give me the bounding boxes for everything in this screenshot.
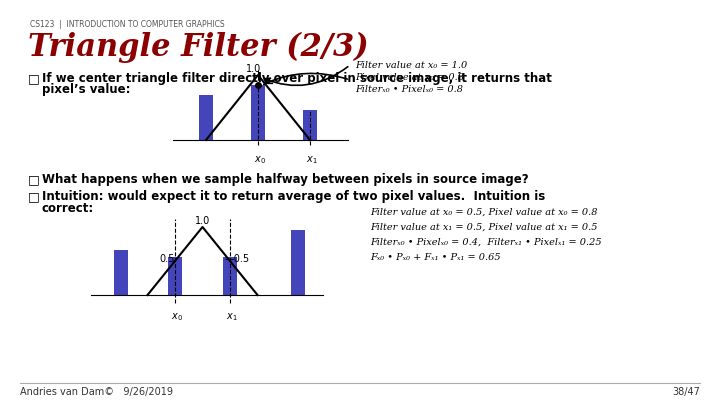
- Text: —0.5: —0.5: [225, 254, 250, 264]
- Text: If we center triangle filter directly over pixel in source image, it returns tha: If we center triangle filter directly ov…: [42, 72, 552, 85]
- Text: What happens when we sample halfway between pixels in source image?: What happens when we sample halfway betw…: [42, 173, 528, 186]
- Text: $x_0$: $x_0$: [254, 154, 266, 166]
- Text: correct:: correct:: [42, 202, 94, 215]
- Text: pixel’s value:: pixel’s value:: [42, 83, 130, 96]
- FancyBboxPatch shape: [114, 250, 127, 295]
- Text: □: □: [28, 72, 40, 85]
- Text: 1.0: 1.0: [194, 216, 210, 226]
- FancyBboxPatch shape: [223, 257, 237, 295]
- Text: $x_0$: $x_0$: [171, 311, 183, 323]
- Text: Filterₓ₀ • Pixelₓ₀ = 0.8: Filterₓ₀ • Pixelₓ₀ = 0.8: [355, 85, 463, 94]
- Text: 0.5: 0.5: [160, 254, 175, 264]
- FancyBboxPatch shape: [251, 85, 265, 140]
- Text: 38/47: 38/47: [672, 387, 700, 397]
- Text: Filter value at x₀ = 1.0: Filter value at x₀ = 1.0: [355, 61, 467, 70]
- Text: CS123  |  INTRODUCTION TO COMPUTER GRAPHICS: CS123 | INTRODUCTION TO COMPUTER GRAPHIC…: [30, 20, 225, 29]
- Text: Triangle Filter (2/3): Triangle Filter (2/3): [28, 32, 369, 63]
- Text: Fₓ₀ • Pₓ₀ + Fₓ₁ • Pₓ₁ = 0.65: Fₓ₀ • Pₓ₀ + Fₓ₁ • Pₓ₁ = 0.65: [370, 253, 500, 262]
- FancyBboxPatch shape: [303, 110, 317, 140]
- Text: Filter value at x₁ = 0.5, Pixel value at x₁ = 0.5: Filter value at x₁ = 0.5, Pixel value at…: [370, 223, 598, 232]
- Text: Pixel value at x₀ = 0.8: Pixel value at x₀ = 0.8: [355, 73, 464, 82]
- Text: $x_1$: $x_1$: [306, 154, 318, 166]
- Text: □: □: [28, 190, 40, 203]
- Text: Intuition: would expect it to return average of two pixel values.  Intuition is: Intuition: would expect it to return ave…: [42, 190, 545, 203]
- FancyBboxPatch shape: [290, 230, 305, 295]
- FancyBboxPatch shape: [199, 95, 213, 140]
- FancyBboxPatch shape: [168, 257, 182, 295]
- Text: 1.0: 1.0: [246, 64, 261, 74]
- Text: Filter value at x₀ = 0.5, Pixel value at x₀ = 0.8: Filter value at x₀ = 0.5, Pixel value at…: [370, 208, 598, 217]
- Text: Filterₓ₀ • Pixelₓ₀ = 0.4,  Filterₓ₁ • Pixelₓ₁ = 0.25: Filterₓ₀ • Pixelₓ₀ = 0.4, Filterₓ₁ • Pix…: [370, 238, 602, 247]
- Text: □: □: [28, 173, 40, 186]
- Text: $x_1$: $x_1$: [226, 311, 238, 323]
- Text: Andries van Dam©   9/26/2019: Andries van Dam© 9/26/2019: [20, 387, 173, 397]
